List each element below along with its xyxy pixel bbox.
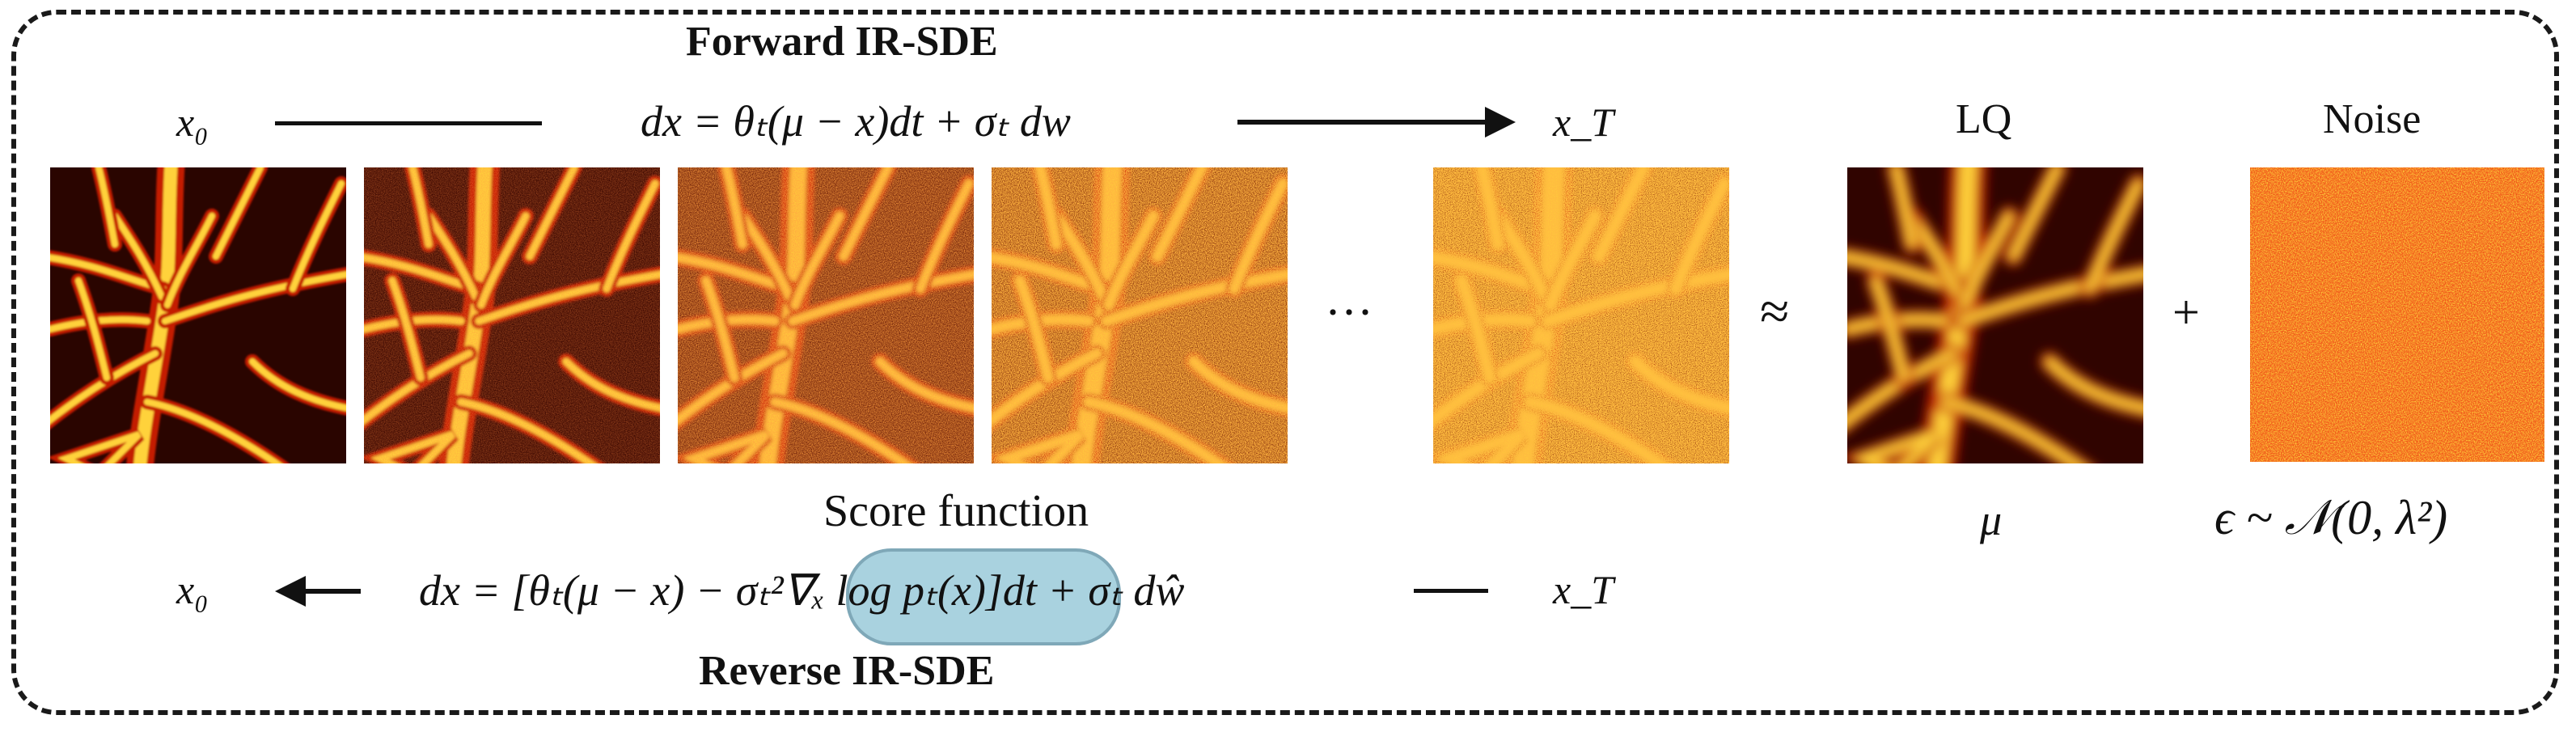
reverse-end-label: x₀ bbox=[176, 567, 209, 612]
forward-arrow-head bbox=[1485, 107, 1516, 138]
forward-title: Forward IR-SDE bbox=[686, 19, 998, 65]
lq-symbol: μ bbox=[1980, 496, 2003, 544]
reverse-eq-prefix: dx = [θₜ(μ − x) − σₜ² bbox=[419, 566, 784, 615]
state-image-xT bbox=[1433, 167, 1729, 463]
reverse-eq-suffix: ]dt + σₜ dŵ bbox=[985, 566, 1185, 615]
reverse-arrow-head bbox=[275, 576, 306, 607]
state-image-x0 bbox=[50, 167, 346, 463]
sequence-ellipsis: ··· bbox=[1325, 286, 1373, 339]
score-function-highlight bbox=[846, 548, 1121, 645]
score-function-label: Score function bbox=[823, 486, 1089, 536]
noise-image bbox=[2250, 167, 2544, 462]
forward-end-label: x_T bbox=[1553, 99, 1614, 145]
state-image-t3 bbox=[992, 167, 1288, 463]
forward-connector-line bbox=[275, 121, 542, 125]
noise-formula: ϵ ~ 𝒩(0, λ²) bbox=[2214, 491, 2448, 544]
reverse-connector-line bbox=[1414, 589, 1488, 593]
state-image-t1 bbox=[364, 167, 660, 463]
reverse-start-label: x_T bbox=[1553, 567, 1614, 612]
noise-label: Noise bbox=[2323, 96, 2422, 142]
state-image-t2 bbox=[678, 167, 974, 463]
reverse-arrow bbox=[302, 589, 361, 594]
lq-label: LQ bbox=[1956, 96, 2012, 142]
plus-symbol: + bbox=[2172, 286, 2200, 339]
forward-start-label: x₀ bbox=[176, 99, 209, 145]
approx-symbol: ≈ bbox=[1760, 282, 1790, 341]
dashed-frame bbox=[11, 10, 2559, 715]
forward-arrow bbox=[1237, 120, 1504, 125]
reverse-eq-score: ∇ₓ log pₜ(x) bbox=[783, 566, 986, 615]
reverse-equation: dx = [θₜ(μ − x) − σₜ²∇ₓ log pₜ(x)]dt + σ… bbox=[419, 565, 1184, 616]
reverse-title: Reverse IR-SDE bbox=[699, 648, 995, 694]
lq-image bbox=[1847, 167, 2143, 463]
forward-equation: dx = θₜ(μ − x)dt + σₜ dw bbox=[641, 97, 1071, 146]
